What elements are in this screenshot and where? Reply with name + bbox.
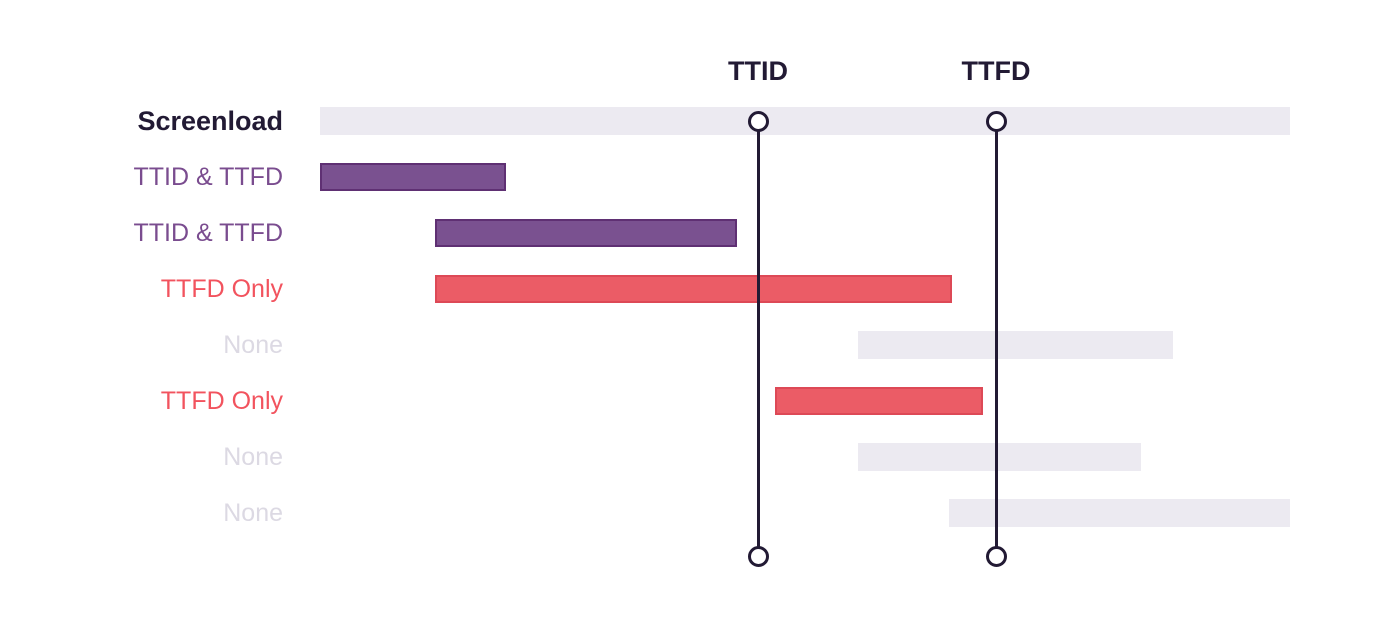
marker-ttfd-top-circle-icon (985, 110, 1007, 132)
span-bar (435, 275, 952, 303)
row-label-ttfd-only: TTFD Only (160, 387, 283, 415)
marker-label-ttfd: TTFD (961, 56, 1031, 86)
marker-line-ttid (756, 121, 760, 556)
span-bar (320, 107, 1290, 135)
span-bar (858, 331, 1173, 359)
row-label-ttid-ttfd: TTID & TTFD (133, 219, 283, 247)
marker-ttfd-bottom-circle-icon (985, 545, 1007, 567)
marker-ttid-top-circle-icon (747, 110, 769, 132)
span-bar (949, 499, 1290, 527)
span-bar (858, 443, 1141, 471)
marker-label-ttid: TTID (728, 56, 788, 86)
span-bar (435, 219, 737, 247)
row-label-ttid-ttfd: TTID & TTFD (133, 163, 283, 191)
row-label-none: None (223, 443, 283, 471)
row-label-none: None (223, 331, 283, 359)
row-label-ttfd-only: TTFD Only (160, 275, 283, 303)
marker-ttid-bottom-circle-icon (747, 545, 769, 567)
marker-line-ttfd (994, 121, 998, 556)
row-label-screenload: Screenload (137, 106, 283, 136)
span-bar (320, 163, 506, 191)
span-bar (775, 387, 983, 415)
row-label-none: None (223, 499, 283, 527)
